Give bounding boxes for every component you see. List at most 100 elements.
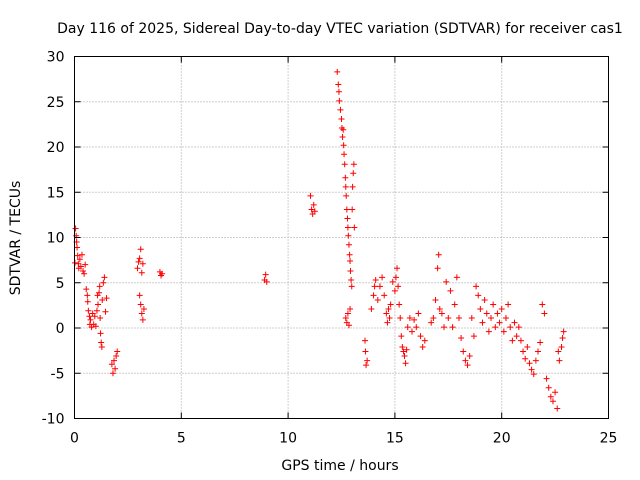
data-point [462,357,469,364]
y-tick-label: 0 [56,321,65,337]
data-point [376,283,383,290]
data-point [481,296,488,303]
data-point [552,389,559,396]
data-point [466,353,473,360]
data-point [344,224,351,231]
data-point [363,362,370,369]
data-point [98,339,105,346]
data-point [502,315,509,322]
data-point [413,324,420,331]
data-point [335,81,342,88]
data-point [134,265,141,272]
data-point [98,344,105,351]
data-point [391,287,398,294]
y-tick-label: 15 [47,185,65,201]
data-point [541,310,548,317]
data-point [383,310,390,317]
data-point [308,206,315,213]
x-tick-label: 15 [386,431,404,447]
data-point [345,322,352,329]
data-point [438,310,445,317]
data-point [559,334,566,341]
data-point [137,246,144,253]
data-point [371,283,378,290]
x-axis-label: GPS time / hours [281,458,398,474]
data-point [136,292,143,299]
data-point [434,265,441,272]
data-point [547,393,554,400]
data-point [351,224,358,231]
data-point [408,328,415,335]
data-point [379,274,386,281]
data-point [555,348,562,355]
x-tick-label: 25 [600,431,618,447]
y-tick-label: 30 [47,50,65,66]
data-point [112,365,119,372]
data-point [139,260,146,267]
data-point [140,305,147,312]
data-point [458,334,465,341]
data-point [109,370,116,377]
data-point [334,68,341,75]
data-point [342,183,349,190]
data-point [340,126,347,133]
data-point [558,344,565,351]
data-point [87,316,94,323]
data-point [72,225,79,232]
data-point [348,277,355,284]
y-tick-label: -5 [51,366,65,382]
data-point [539,301,546,308]
data-point [362,348,369,355]
data-point [428,319,435,326]
data-point [97,330,104,337]
data-point [460,348,467,355]
grid-lines [74,56,609,419]
data-point [447,287,454,294]
data-point [114,348,121,355]
data-point [517,337,524,344]
data-point [522,355,529,362]
data-point [436,305,443,312]
data-point [84,298,91,305]
x-tick-label: 20 [493,431,511,447]
data-point [92,323,99,330]
data-point [415,310,422,317]
data-point [513,333,520,340]
data-point [475,292,482,299]
data-point [387,301,394,308]
data-point [490,301,497,308]
data-point [307,192,314,199]
data-point [468,315,475,322]
data-point [453,274,460,281]
data-point [402,360,409,367]
data-point [136,255,143,262]
data-point [401,353,408,360]
data-point [96,283,103,290]
data-point [395,283,402,290]
y-tick-label: 20 [47,140,65,156]
data-point [511,319,518,326]
data-point [421,337,428,344]
data-point [77,263,84,270]
data-point [528,366,535,373]
data-point [361,337,368,344]
y-tick-label: -10 [42,412,65,428]
data-point [341,161,348,168]
y-axis-ticks: -10 -5 0 5 10 15 20 25 30 [42,50,609,428]
data-point [411,316,418,323]
data-point [344,215,351,222]
data-point [530,371,537,378]
data-point [342,174,349,181]
data-point [311,208,318,215]
data-point [340,142,347,149]
data-point [91,313,98,320]
data-point [560,328,567,335]
y-tick-label: 5 [56,276,65,292]
data-point [445,315,452,322]
data-point [455,315,462,322]
data-point [485,328,492,335]
data-point [94,292,101,299]
data-point [103,295,110,302]
